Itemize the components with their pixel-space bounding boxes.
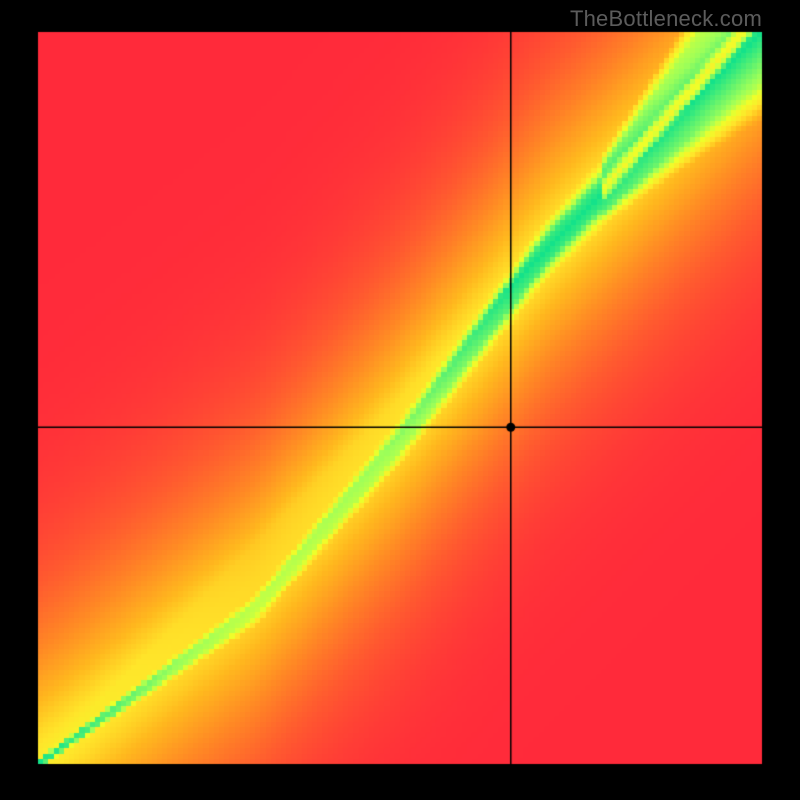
heatmap-canvas <box>0 0 800 800</box>
watermark: TheBottleneck.com <box>570 6 762 32</box>
chart-container: TheBottleneck.com <box>0 0 800 800</box>
